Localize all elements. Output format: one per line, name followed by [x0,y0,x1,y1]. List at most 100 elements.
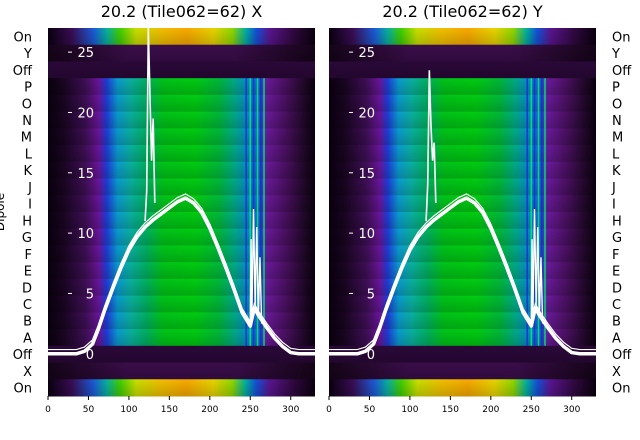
x-tick-label: 200 [482,405,499,415]
row-shading [48,44,315,62]
y-tick-label: 15 [77,167,94,182]
column-streak [540,78,543,346]
chart-title: 20.2 (Tile062=62) Y [382,2,543,21]
dipole-label: X [612,365,621,380]
row-shading [329,362,596,380]
row-shading [329,245,596,263]
y-tick-label: 20 [358,106,375,121]
rfi-spike-line [425,70,437,222]
x-tick-label: 150 [161,405,178,415]
x-tick-label: 100 [120,405,137,415]
dipole-label: B [612,315,621,330]
row-shading [329,379,596,397]
dipole-label: F [25,248,32,263]
row-shading [48,329,315,347]
row-shading [48,212,315,230]
column-streak [537,78,540,346]
dipole-label: On [612,382,630,397]
dipole-label: L [612,147,620,162]
row-shading [48,295,315,313]
y-tick-label: 0 [367,348,375,363]
dipole-label: K [612,164,621,179]
row-shading [329,228,596,246]
row-shading [48,94,315,113]
y-tick-label: 5 [367,287,375,302]
row-shading [48,228,315,246]
x-tick-label: 150 [442,405,459,415]
bandpass-line [329,196,596,356]
bandpass-line [48,196,315,356]
dipole-label: O [612,97,622,112]
dipole-label: I [28,198,32,213]
column-streak [256,78,259,346]
x-tick-label: 250 [242,405,259,415]
y-tick-label: 15 [358,167,375,182]
x-tick-label: 100 [401,405,418,415]
dipole-label: On [14,30,32,45]
dipole-label: F [612,248,619,263]
x-tick-label: 250 [523,405,540,415]
dipole-label: M [612,131,623,146]
row-shading [329,212,596,230]
dipole-label: Y [611,47,620,62]
row-shading [329,78,596,96]
dipole-label: Off [13,64,33,79]
dipole-label: J [611,181,616,196]
dipole-label: N [22,114,32,129]
dipole-label: On [14,382,32,397]
bandpass-line-upper [48,193,315,351]
rfi-spike-line [530,208,544,327]
y-tick-label: 25 [358,46,375,61]
dipole-label: H [22,214,32,229]
y-tick-label: 0 [86,348,94,363]
rfi-spike-line [249,208,263,327]
row-shading [48,178,315,196]
row-shading [329,161,596,180]
dipole-label: M [21,131,32,146]
chart-title: 20.2 (Tile062=62) X [101,2,263,21]
bandpass-line-upper [329,193,596,351]
column-streak [530,78,533,346]
y-tick-label: 10 [358,227,375,242]
dipole-label: J [27,181,32,196]
y-tick-label: 5 [86,287,94,302]
rfi-spike-line [144,27,156,222]
column-streak [263,78,265,346]
dipole-label: C [612,298,621,313]
row-shading [48,345,315,364]
row-shading [48,312,315,330]
row-shading [329,61,596,79]
row-shading [48,362,315,380]
x-tick-label: 50 [364,405,376,415]
dipole-label: P [24,81,32,96]
y-tick-label: 10 [77,227,94,242]
dipole-label: C [23,298,32,313]
column-streak [544,78,546,346]
row-shading [48,245,315,263]
row-shading [329,195,596,213]
row-shading [48,145,315,163]
row-shading [329,329,596,347]
row-shading [329,178,596,196]
column-streak [245,78,248,346]
row-shading [48,111,315,129]
dipole-label: D [612,281,622,296]
x-tick-label: 0 [326,405,332,415]
dipole-label: I [612,198,616,213]
x-tick-label: 0 [45,405,51,415]
dipole-label: O [22,97,32,112]
dipole-label: B [23,315,32,330]
row-shading [48,61,315,79]
y-tick-label: 25 [77,46,94,61]
row-shading [329,312,596,330]
row-shading [329,295,596,313]
dipole-label: L [25,147,33,162]
x-tick-label: 300 [282,405,299,415]
dipole-label: A [612,331,621,346]
dipole-label: X [23,365,32,380]
column-streak [249,78,252,346]
dipole-label: Off [612,64,632,79]
